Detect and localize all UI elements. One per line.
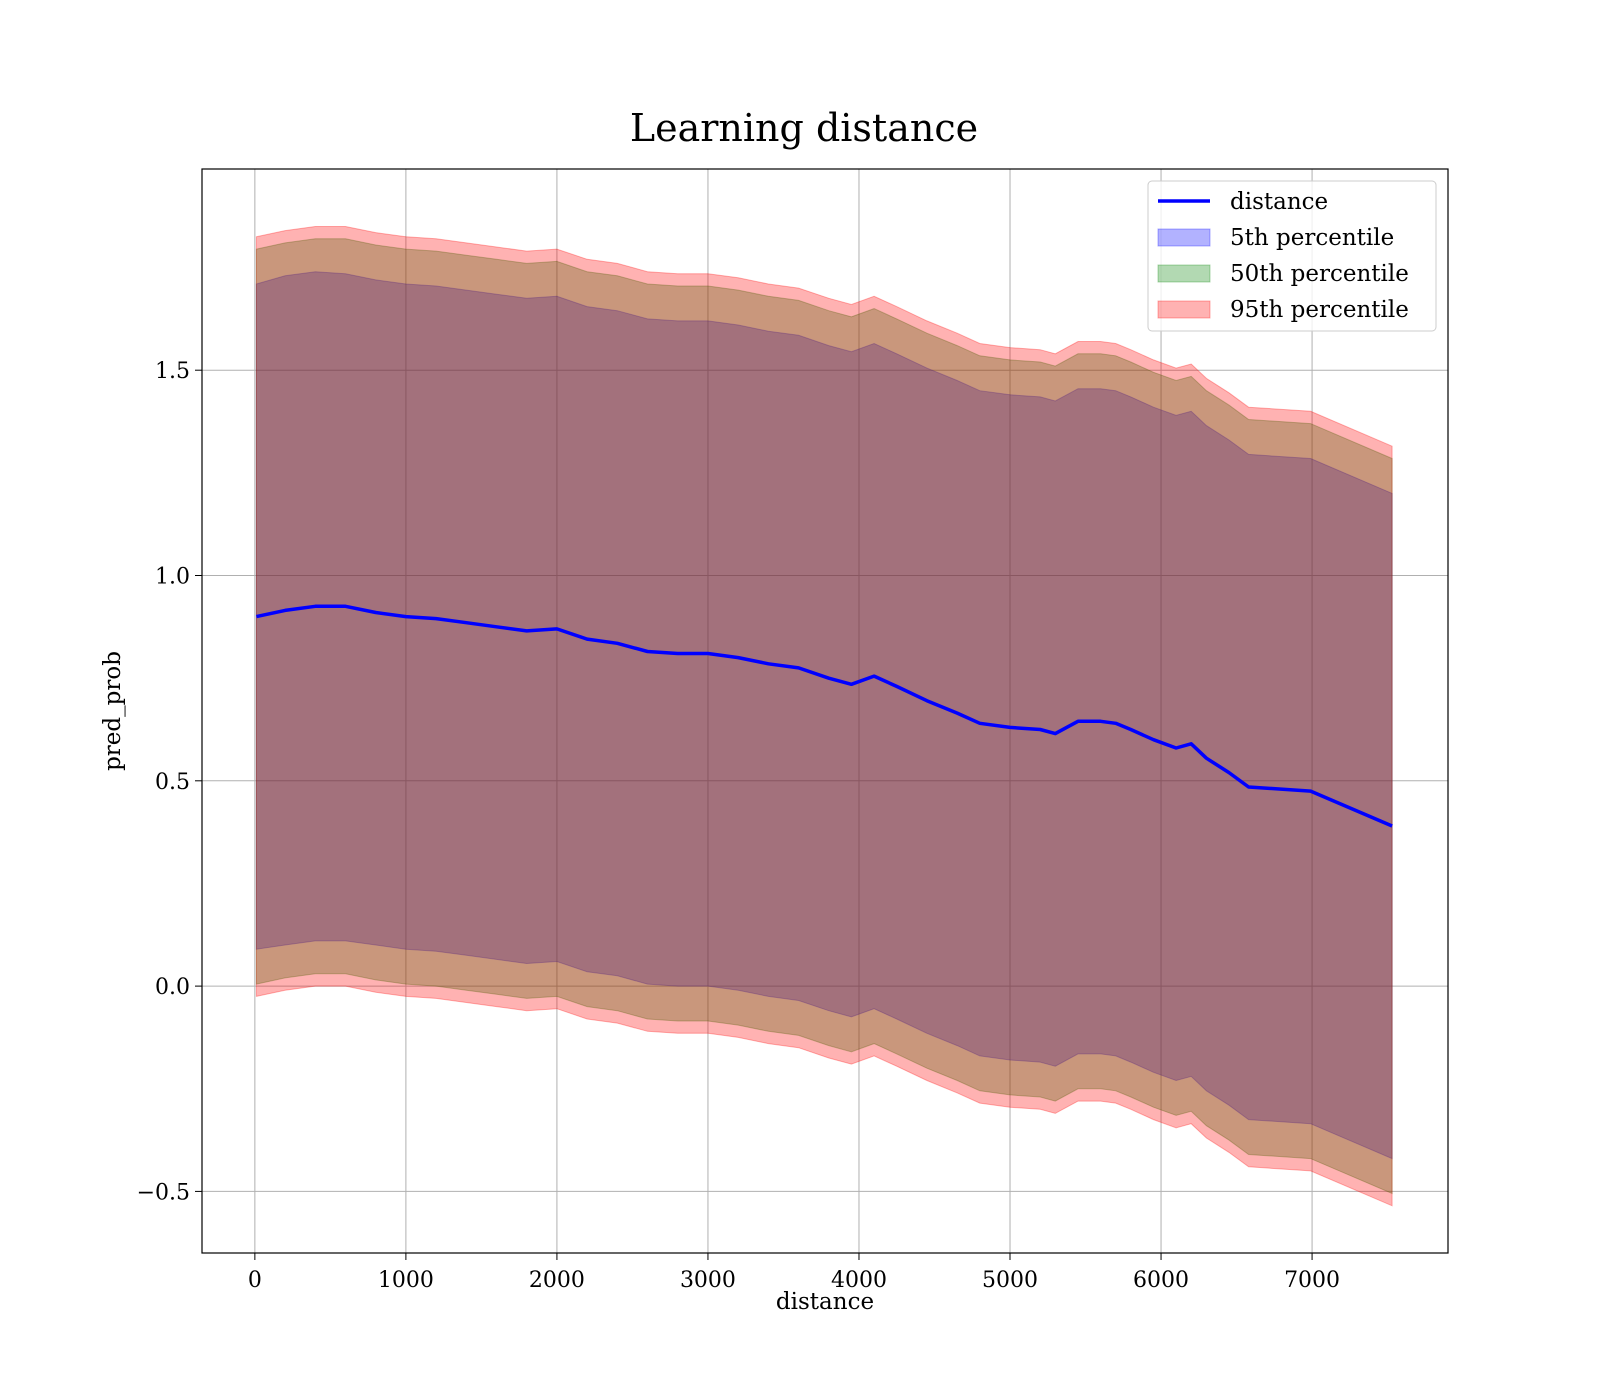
x-axis-label: distance <box>776 1289 874 1315</box>
x-tick-label: 2000 <box>529 1268 585 1293</box>
legend-entry-label: 5th percentile <box>1230 225 1394 251</box>
band-95th-percentile <box>255 226 1393 1207</box>
percentile-bands <box>255 226 1393 1207</box>
legend-swatch-patch <box>1157 264 1211 283</box>
y-axis-ticks: −0.5 0.0 0.5 1.0 1.5 <box>137 359 202 1205</box>
y-tick-label: 0.5 <box>155 770 190 795</box>
y-tick-label: 1.5 <box>155 359 190 384</box>
legend-swatch-patch <box>1157 228 1211 247</box>
plot-area <box>201 168 1449 1254</box>
y-tick-label: −0.5 <box>137 1180 190 1205</box>
y-tick-label: 1.0 <box>155 565 190 590</box>
x-axis-ticks: 0 1000 2000 3000 4000 5000 6000 7000 <box>248 1253 1340 1293</box>
legend-entry-label: distance <box>1230 189 1328 215</box>
legend-entry-label: 95th percentile <box>1230 297 1409 323</box>
legend-swatch-patch <box>1157 300 1211 319</box>
x-tick-label: 1000 <box>378 1268 434 1293</box>
y-tick-label: 0.0 <box>155 975 190 1000</box>
band-50th-percentile <box>255 238 1393 1195</box>
legend: distance 5th percentile 50th percentile 95t… <box>1147 180 1437 332</box>
series-line-distance <box>256 604 1393 828</box>
grid <box>202 169 1448 1253</box>
x-tick-label: 3000 <box>680 1268 736 1293</box>
band-5th-percentile <box>255 271 1393 1160</box>
y-axis-label: pred_prob <box>100 651 126 771</box>
distance-line-layer <box>256 604 1393 828</box>
x-tick-label: 0 <box>248 1268 262 1293</box>
x-tick-label: 5000 <box>982 1268 1038 1293</box>
legend-frame <box>1147 180 1437 332</box>
chart-title: Learning distance <box>630 106 978 150</box>
plot-frame <box>201 168 1449 1254</box>
legend-entry-label: 50th percentile <box>1230 261 1409 287</box>
x-tick-label: 6000 <box>1133 1268 1189 1293</box>
x-tick-label: 4000 <box>831 1268 887 1293</box>
x-tick-label: 7000 <box>1284 1268 1340 1293</box>
